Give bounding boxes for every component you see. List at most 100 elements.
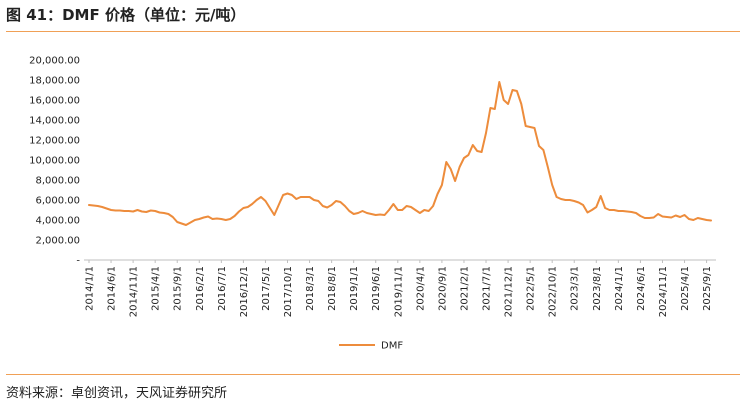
data-point [110, 209, 112, 211]
data-point [498, 81, 500, 83]
data-point [573, 200, 575, 202]
data-point [644, 217, 646, 219]
y-tick-label: 20,000.00 [29, 56, 80, 67]
data-point [626, 211, 628, 213]
data-point [472, 144, 474, 146]
y-tick-label: 6,000.00 [35, 196, 80, 207]
x-tick-label: 2024/1/1 [614, 266, 625, 311]
data-point [154, 210, 156, 212]
data-point [304, 196, 306, 198]
data-point [419, 212, 421, 214]
data-point [159, 212, 161, 214]
data-point [194, 219, 196, 221]
data-point [123, 210, 125, 212]
x-tick-label: 2021/12/1 [504, 266, 515, 317]
data-point [264, 200, 266, 202]
y-tick-label: 14,000.00 [29, 116, 80, 127]
y-tick-label: 2,000.00 [35, 236, 80, 247]
data-point [106, 208, 108, 210]
x-tick-label: 2025/9/1 [702, 266, 713, 311]
dmf-series-line [88, 81, 712, 226]
data-point [273, 214, 275, 216]
data-point [582, 204, 584, 206]
legend: DMF [339, 341, 403, 352]
data-point [300, 196, 302, 198]
data-point [511, 89, 513, 91]
data-point [189, 222, 191, 224]
data-point [423, 209, 425, 211]
y-tick-label: 10,000.00 [29, 156, 80, 167]
data-point [525, 125, 527, 127]
data-point [445, 161, 447, 163]
data-point [260, 196, 262, 198]
data-point [339, 201, 341, 203]
data-point [503, 99, 505, 101]
data-point [375, 214, 377, 216]
data-point [556, 196, 558, 198]
data-point [370, 213, 372, 215]
data-point [481, 151, 483, 153]
data-point [586, 212, 588, 214]
data-point [547, 166, 549, 168]
data-point [432, 205, 434, 207]
data-point [569, 199, 571, 201]
y-tick-label: 8,000.00 [35, 176, 80, 187]
x-axis: 2014/1/1 2014/6/1 2014/11/1 2015/4/1 2015/9/… [84, 259, 716, 317]
data-point [635, 212, 637, 214]
data-point [463, 157, 465, 159]
data-point [176, 221, 178, 223]
data-point [454, 180, 456, 182]
data-point [710, 220, 712, 222]
data-point [172, 216, 174, 218]
data-point [414, 209, 416, 211]
data-point [675, 215, 677, 217]
data-point [516, 90, 518, 92]
data-point [132, 211, 134, 213]
data-point [203, 217, 205, 219]
x-tick-label: 2025/4/1 [680, 266, 691, 311]
x-tick-label: 2019/11/1 [393, 266, 404, 317]
data-point [657, 213, 659, 215]
data-point [661, 216, 663, 218]
bottom-divider [6, 374, 740, 375]
data-point [551, 184, 553, 186]
data-point [287, 193, 289, 195]
data-point [542, 149, 544, 151]
data-point [353, 213, 355, 215]
data-point [538, 145, 540, 147]
data-point [529, 126, 531, 128]
data-point [428, 210, 430, 212]
x-tick-label: 2015/4/1 [151, 266, 162, 311]
data-point [648, 217, 650, 219]
x-tick-label: 2022/10/1 [548, 266, 559, 317]
x-tick-label: 2016/7/1 [217, 266, 228, 311]
data-point [701, 218, 703, 220]
data-point [234, 215, 236, 217]
data-point [688, 218, 690, 220]
x-tick-label: 2019/1/1 [349, 266, 360, 311]
data-point [309, 196, 311, 198]
data-point [344, 205, 346, 207]
data-point [410, 206, 412, 208]
y-tick-label: 16,000.00 [29, 96, 80, 107]
data-point [357, 212, 359, 214]
y-axis: - 2,000.00 4,000.00 6,000.00 8,000.00 10,000.… [29, 56, 80, 267]
data-point [141, 211, 143, 213]
data-point [207, 216, 209, 218]
data-point [653, 217, 655, 219]
data-point [392, 203, 394, 205]
series-layer [88, 81, 712, 226]
data-point [362, 210, 364, 212]
dmf-price-chart: - 2,000.00 4,000.00 6,000.00 8,000.00 10,000.… [29, 56, 716, 352]
data-point [406, 205, 408, 207]
y-tick-label: - [76, 256, 80, 267]
data-point [609, 209, 611, 211]
source-note: 资料来源：卓创资讯，天风证券研究所 [6, 386, 228, 401]
data-point [291, 194, 293, 196]
data-point [578, 202, 580, 204]
data-point [198, 218, 200, 220]
data-point [692, 219, 694, 221]
data-point [388, 209, 390, 211]
data-point [384, 214, 386, 216]
data-point [489, 107, 491, 109]
